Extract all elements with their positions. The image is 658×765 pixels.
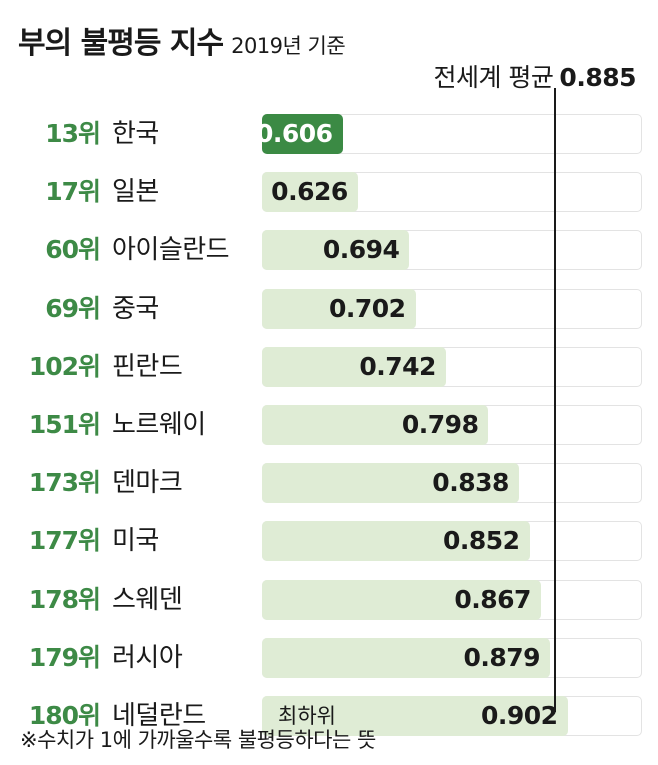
value-label: 0.867	[454, 585, 531, 614]
rank-label: 102위	[28, 352, 101, 381]
country-label: 중국	[112, 294, 159, 324]
value-label: 0.798	[401, 410, 479, 439]
bar	[262, 521, 530, 561]
bar	[262, 638, 551, 678]
country-label: 미국	[112, 526, 159, 556]
bar	[262, 289, 416, 329]
bar	[262, 580, 541, 620]
average-label-text: 전세계 평균	[433, 63, 554, 92]
chart-title-main: 부의 불평등 지수	[18, 26, 224, 61]
country-label: 핀란드	[112, 352, 183, 382]
rank-label: 60위	[45, 235, 101, 264]
country-label: 아이슬란드	[112, 235, 230, 265]
value-label: 0.852	[442, 526, 520, 555]
value-label: 0.702	[328, 294, 406, 323]
bar	[262, 172, 358, 212]
rank-label: 173위	[28, 468, 101, 497]
bar	[262, 463, 519, 503]
bar	[262, 230, 410, 270]
average-value: 0.885	[559, 63, 636, 92]
value-label: 0.902	[480, 701, 558, 730]
value-label: 0.742	[359, 352, 436, 381]
bar	[262, 405, 489, 445]
country-label: 노르웨이	[112, 410, 206, 440]
country-label: 일본	[112, 177, 159, 207]
value-label: 0.606	[255, 119, 333, 148]
country-label: 러시아	[112, 643, 183, 673]
value-label: 0.838	[432, 468, 509, 497]
country-label: 스웨덴	[112, 585, 183, 615]
bar	[262, 696, 568, 736]
rank-label: 13위	[45, 119, 101, 148]
country-label: 덴마크	[112, 468, 183, 498]
country-label: 한국	[112, 119, 159, 149]
rank-label: 151위	[28, 410, 101, 439]
bar	[262, 114, 343, 154]
value-label: 0.879	[463, 643, 541, 672]
rank-label: 180위	[28, 701, 101, 730]
average-reference-line	[553, 88, 556, 712]
value-label: 0.626	[271, 177, 348, 206]
rank-label: 178위	[28, 585, 101, 614]
average-label: 전세계 평균 0.885	[433, 58, 636, 94]
rank-label: 17위	[45, 177, 101, 206]
value-label: 0.694	[322, 235, 400, 264]
bar-note: 최하위	[278, 704, 336, 728]
country-label: 네덜란드	[112, 701, 206, 731]
chart-title: 부의 불평등 지수 2019년 기준	[18, 18, 346, 62]
bar	[262, 347, 446, 387]
chart-title-sub: 2019년 기준	[231, 34, 346, 58]
rank-label: 177위	[28, 526, 101, 555]
footnote: ※수치가 1에 가까울수록 불평등하다는 뜻	[20, 728, 376, 752]
rank-label: 179위	[28, 643, 101, 672]
rank-label: 69위	[45, 294, 101, 323]
